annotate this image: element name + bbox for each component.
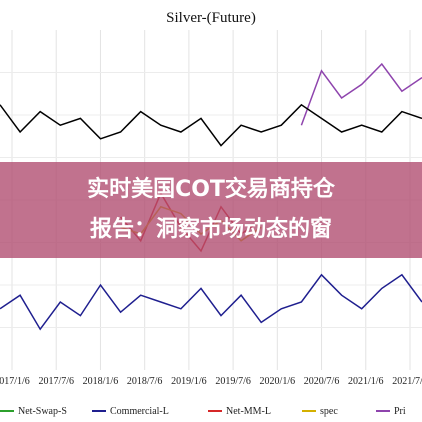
x-tick-label: 2017/7/6	[38, 376, 74, 387]
overlay-line-1: 实时美国COT交易商持仓	[87, 176, 336, 202]
legend-item-label: Net-MM-L	[226, 406, 271, 417]
series-line-5	[0, 103, 422, 147]
series-line-1	[0, 273, 422, 331]
overlay-banner: 实时美国COT交易商持仓 报告：洞察市场动态的窗	[0, 162, 422, 258]
x-tick-label: 2017/1/6	[0, 376, 30, 387]
overlay-band	[0, 162, 422, 258]
x-tick-label: 2021/1/6	[348, 376, 384, 387]
x-tick-label: 2018/7/6	[127, 376, 163, 387]
x-tick-label: 2019/7/6	[215, 376, 251, 387]
legend-item-label: Pri	[394, 406, 406, 417]
legend-item-label: Net-Swap-S	[18, 406, 67, 417]
x-tick-label: 2020/7/6	[304, 376, 340, 387]
x-tick-label: 2018/1/6	[83, 376, 119, 387]
legend: Net-Swap-S Commercial-L Net-MM-L spec Pri	[0, 406, 406, 417]
x-axis-ticks: 2017/1/6 2017/7/6 2018/1/6 2018/7/6 2019/1/6…	[0, 376, 422, 387]
legend-item-label: Commercial-L	[110, 406, 169, 417]
overlay-line-2: 报告：洞察市场动态的窗	[90, 216, 332, 242]
x-tick-label: 2020/1/6	[260, 376, 296, 387]
series-line-4	[300, 62, 422, 126]
chart-title: Silver-(Future)	[166, 10, 256, 26]
legend-item-label: spec	[320, 406, 338, 417]
x-tick-label: 2019/1/6	[171, 376, 207, 387]
x-tick-label: 2021/7/6	[392, 376, 422, 387]
